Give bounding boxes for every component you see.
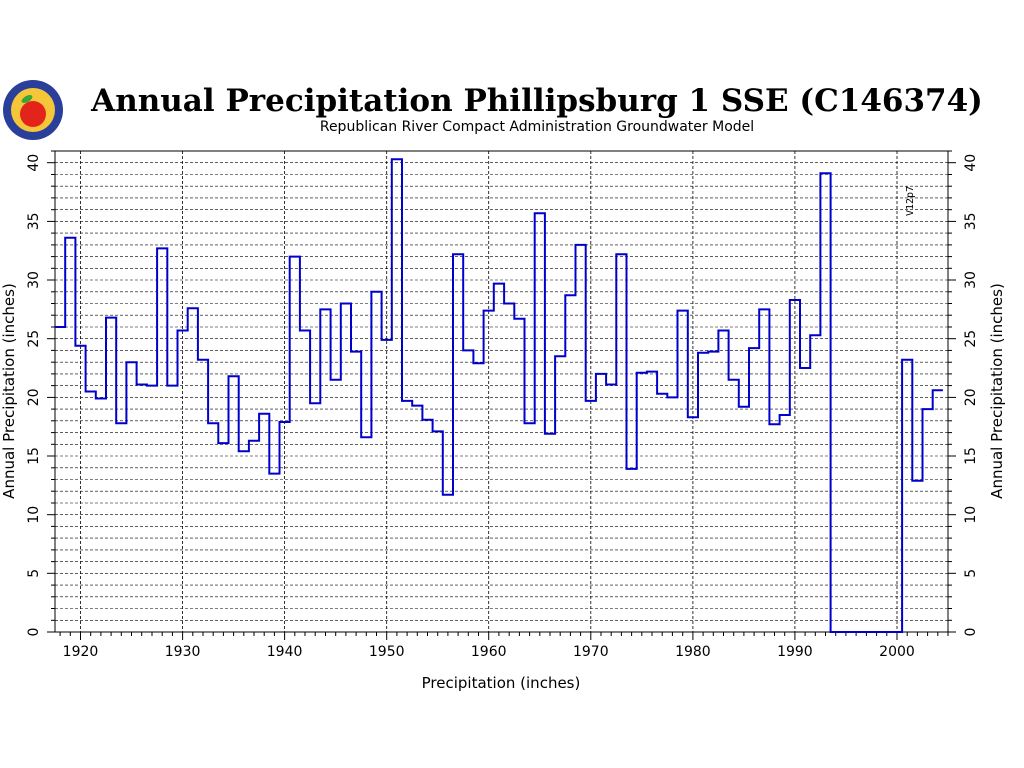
- y-tick-label-left: 20: [26, 388, 42, 406]
- y-tick-label-left: 15: [26, 447, 42, 465]
- grid-major-lines: [80, 151, 898, 632]
- y-axis-label-left: Annual Precipitation (inches): [0, 283, 18, 499]
- version-annotation: V12p7: [905, 186, 916, 216]
- axis-ticks: 1920 1930 1940 1950 1960 1970 1980 1990 2000 0 0 5 5…: [26, 150, 979, 660]
- x-tick-label: 1930: [165, 644, 201, 660]
- grid-minor-lines: [55, 162, 948, 621]
- y-tick-label-right: 35: [963, 212, 979, 230]
- chart-subtitle: Republican River Compact Administration …: [320, 119, 754, 135]
- y-tick-label-right: 40: [963, 154, 979, 172]
- y-tick-label-right: 5: [963, 569, 979, 578]
- y-tick-label-right: 10: [963, 506, 979, 524]
- x-tick-label: 1920: [63, 644, 99, 660]
- y-tick-label-right: 30: [963, 271, 979, 289]
- x-tick-label: 1940: [267, 644, 303, 660]
- logo-apple-icon: [20, 101, 46, 127]
- x-tick-label: 1950: [369, 644, 405, 660]
- y-tick-label-left: 0: [26, 628, 42, 637]
- x-tick-label: 1990: [777, 644, 813, 660]
- y-tick-label-right: 0: [963, 628, 979, 637]
- y-tick-label-left: 5: [26, 569, 42, 578]
- series-line: [55, 158, 943, 633]
- y-tick-label-right: 15: [963, 447, 979, 465]
- series-group: [55, 158, 943, 633]
- logo-leaf-icon: [21, 95, 33, 103]
- plot-frame: [54, 150, 949, 633]
- y-tick-label-left: 40: [26, 154, 42, 172]
- x-tick-label: 1970: [573, 644, 609, 660]
- agency-logo: [3, 80, 63, 140]
- y-tick-label-right: 25: [963, 330, 979, 348]
- chart-title: Annual Precipitation Phillipsburg 1 SSE …: [90, 83, 983, 119]
- y-tick-label-left: 30: [26, 271, 42, 289]
- y-tick-label-left: 25: [26, 330, 42, 348]
- x-tick-label: 1960: [471, 644, 507, 660]
- x-tick-label: 1980: [675, 644, 711, 660]
- y-tick-label-right: 20: [963, 388, 979, 406]
- y-axis-label-right: Annual Precipitation (inches): [988, 283, 1006, 499]
- x-axis-label: Precipitation (inches): [422, 674, 581, 692]
- x-tick-label: 2000: [879, 644, 915, 660]
- y-tick-label-left: 35: [26, 212, 42, 230]
- y-tick-label-left: 10: [26, 506, 42, 524]
